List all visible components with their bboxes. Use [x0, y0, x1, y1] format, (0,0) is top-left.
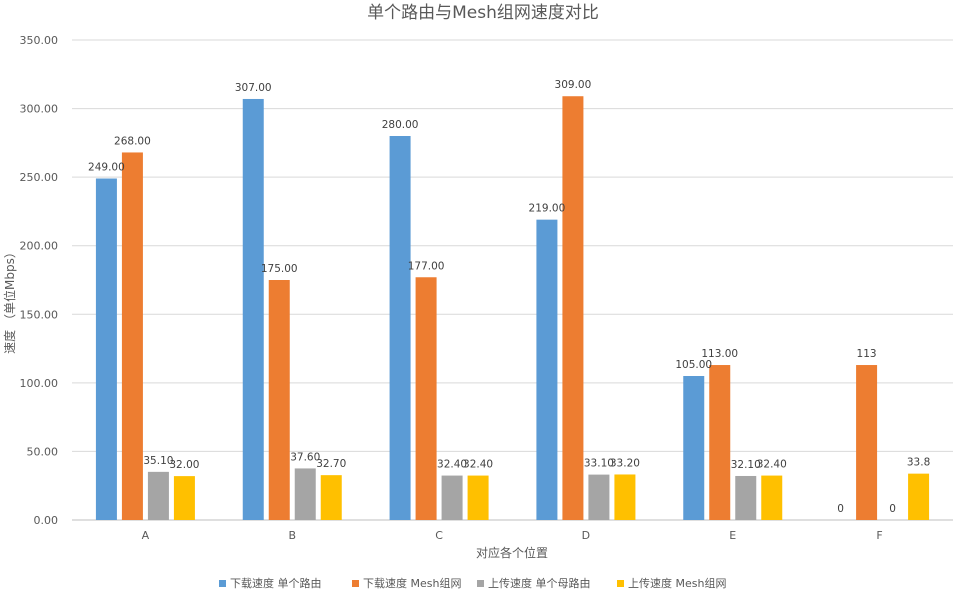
data-label: 219.00: [529, 203, 566, 215]
bar: [95, 178, 117, 520]
x-tick-label: C: [435, 529, 443, 542]
data-label: 113.00: [701, 348, 738, 360]
x-tick-label: B: [288, 529, 296, 542]
x-tick-label: D: [582, 529, 590, 542]
y-axis-ticks: 0.00 50.00 100.00 150.00 200.00 250.00 300.00 3…: [20, 34, 59, 527]
legend-label: 下载速度 Mesh组网: [363, 576, 461, 590]
bar: [441, 475, 463, 520]
bar: [588, 474, 610, 520]
data-label: 105.00: [675, 359, 712, 371]
bar: [121, 152, 143, 520]
bar: [562, 96, 584, 520]
bar: [908, 473, 930, 520]
legend: 下载速度 单个路由 下载速度 Mesh组网 上传速度 单个母路由 上传速度 Mesh组…: [219, 576, 726, 590]
legend-swatch: [477, 580, 484, 587]
data-labels: 249.00268.0035.1032.00307.00175.0037.603…: [88, 79, 930, 515]
data-label: 32.10: [731, 459, 761, 471]
bar: [268, 280, 290, 520]
bar: [173, 476, 195, 520]
legend-swatch: [219, 580, 226, 587]
data-label: 33.20: [610, 457, 640, 469]
bar: [242, 98, 264, 520]
data-label: 175.00: [261, 263, 298, 275]
legend-label: 上传速度 单个母路由: [488, 576, 591, 590]
x-axis-title: 对应各个位置: [476, 545, 548, 560]
data-label: 32.40: [757, 459, 787, 471]
bar: [147, 471, 169, 520]
data-label: 307.00: [235, 82, 272, 94]
legend-label: 上传速度 Mesh组网: [628, 576, 726, 590]
y-tick-label: 50.00: [27, 445, 59, 458]
legend-swatch: [352, 580, 359, 587]
bar: [709, 365, 731, 520]
y-tick-label: 300.00: [20, 103, 59, 116]
y-tick-label: 350.00: [20, 34, 59, 47]
data-label: 249.00: [88, 162, 125, 174]
data-label: 32.40: [437, 459, 467, 471]
bar: [467, 475, 489, 520]
chart-title: 单个路由与Mesh组网速度对比: [367, 3, 599, 23]
y-tick-label: 150.00: [20, 308, 59, 321]
y-tick-label: 250.00: [20, 171, 59, 184]
x-tick-label: E: [729, 529, 736, 542]
bar: [683, 376, 705, 520]
x-tick-label: A: [142, 529, 150, 542]
y-tick-label: 200.00: [20, 240, 59, 253]
data-label: 33.8: [907, 457, 930, 469]
gridlines: [72, 39, 953, 521]
legend-label: 下载速度 单个路由: [230, 576, 322, 590]
x-axis-ticks: A B C D E F: [142, 529, 883, 542]
legend-swatch: [617, 580, 624, 587]
data-label: 177.00: [408, 260, 445, 272]
data-label: 268.00: [114, 135, 151, 147]
data-label: 32.70: [316, 458, 346, 470]
data-label: 32.40: [463, 459, 493, 471]
bar: [294, 468, 316, 520]
data-label: 37.60: [290, 451, 320, 463]
data-label: 113: [857, 348, 877, 360]
data-label: 32.00: [169, 459, 199, 471]
bar: [320, 475, 342, 520]
bar: [614, 474, 636, 520]
bar: [536, 219, 558, 520]
bar: [415, 277, 437, 520]
x-tick-label: F: [876, 529, 882, 542]
data-label: 0: [837, 503, 844, 515]
data-label: 33.10: [584, 458, 614, 470]
data-label: 280.00: [382, 119, 419, 131]
data-label: 0: [889, 503, 896, 515]
bar: [856, 365, 878, 520]
data-label: 35.10: [143, 455, 173, 467]
data-label: 309.00: [555, 79, 592, 91]
y-axis-title: 速度 （单位Mbps）: [2, 246, 17, 354]
y-tick-label: 0.00: [34, 514, 59, 527]
bar: [735, 475, 757, 520]
y-tick-label: 100.00: [20, 377, 59, 390]
bars: [95, 96, 930, 520]
bar: [761, 475, 783, 520]
bar: [389, 136, 411, 520]
